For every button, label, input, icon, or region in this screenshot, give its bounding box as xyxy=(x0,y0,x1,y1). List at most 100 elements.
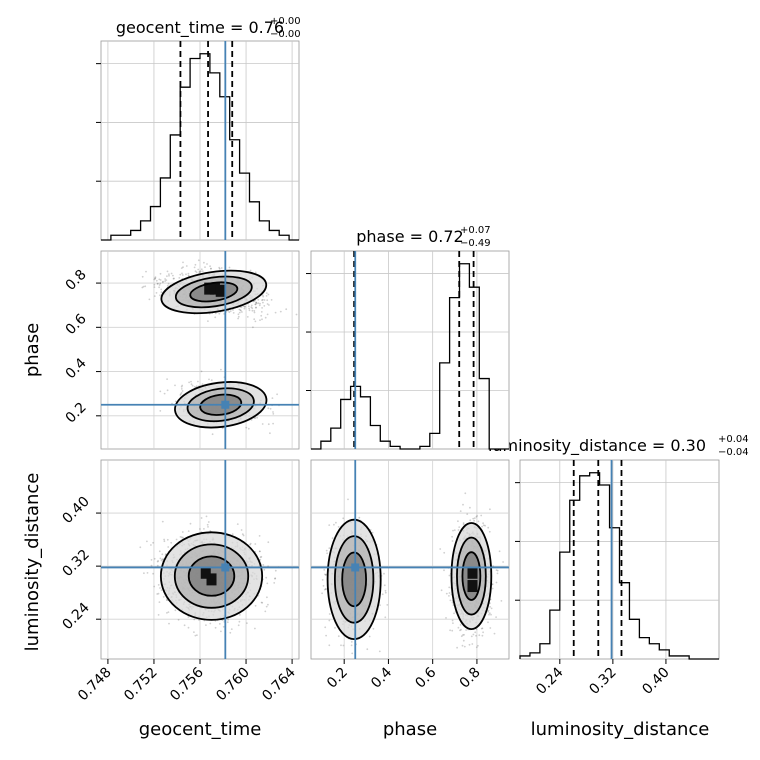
sample-point xyxy=(489,508,491,511)
sample-point xyxy=(193,631,195,633)
sample-point xyxy=(262,301,264,304)
contour-level-2 xyxy=(187,555,236,597)
sample-point xyxy=(181,274,184,276)
sample-point xyxy=(180,385,183,388)
sample-point xyxy=(262,294,264,297)
sample-point xyxy=(218,267,221,270)
sample-point xyxy=(267,423,270,426)
sample-point xyxy=(230,628,233,630)
xlabel-phase: phase xyxy=(383,719,437,740)
sample-point xyxy=(164,280,167,282)
sample-point xyxy=(489,627,492,629)
sample-point xyxy=(462,522,465,524)
sample-point xyxy=(157,592,160,595)
sample-point xyxy=(207,320,209,322)
sample-point xyxy=(159,294,161,297)
sample-point xyxy=(156,593,159,595)
sample-point xyxy=(160,288,163,291)
sample-point xyxy=(208,378,210,381)
sample-point xyxy=(440,589,443,592)
sample-point xyxy=(218,312,221,315)
sample-point xyxy=(328,524,331,526)
sample-point xyxy=(255,302,258,305)
panel-hist-geocent_time xyxy=(96,40,300,241)
sample-point xyxy=(218,623,221,625)
sample-point xyxy=(323,569,326,571)
sample-point xyxy=(150,544,152,546)
sample-point xyxy=(187,616,190,618)
contour-level-0 xyxy=(326,518,382,641)
sample-point xyxy=(155,279,158,282)
sample-point xyxy=(482,631,484,634)
sample-point xyxy=(204,266,206,268)
sample-point xyxy=(153,286,156,288)
sample-point xyxy=(333,523,335,526)
title-geocent-time-minus: −0.00 xyxy=(270,29,301,40)
density-peak xyxy=(206,573,217,586)
sample-point xyxy=(195,385,198,388)
ytick-label-phase: 0.2 xyxy=(63,399,90,426)
sample-point xyxy=(200,517,203,519)
sample-point xyxy=(220,368,222,371)
sample-point xyxy=(366,648,369,651)
sample-point xyxy=(187,626,190,629)
sample-point xyxy=(463,645,466,648)
sample-point xyxy=(159,279,162,281)
sample-point xyxy=(383,572,385,575)
sample-point xyxy=(237,317,240,320)
xtick-label-luminosity_distance: 0.24 xyxy=(533,664,566,697)
truth-marker xyxy=(351,563,360,572)
sample-point xyxy=(240,306,243,309)
sample-point xyxy=(347,498,349,501)
sample-point xyxy=(471,643,474,645)
contour-level-0 xyxy=(159,531,264,621)
sample-point xyxy=(451,535,453,538)
sample-point xyxy=(194,270,197,273)
sample-point xyxy=(193,618,196,621)
contour-level-2 xyxy=(189,281,239,303)
sample-point xyxy=(445,592,448,595)
sample-point xyxy=(500,600,503,602)
sample-point xyxy=(166,378,169,380)
sample-point xyxy=(491,587,494,590)
xlabel-geocent-time: geocent_time xyxy=(139,719,262,740)
sample-point xyxy=(340,644,342,647)
panel-2d-phase-luminosity_distance xyxy=(310,459,510,660)
sample-point xyxy=(199,270,201,273)
truth-marker xyxy=(221,563,230,572)
sample-point xyxy=(209,622,212,625)
density-peak xyxy=(204,282,215,295)
sample-point xyxy=(254,320,257,323)
sample-point xyxy=(193,385,196,388)
sample-point xyxy=(170,272,173,275)
sample-point xyxy=(160,291,163,294)
sample-point xyxy=(153,585,156,588)
sample-point xyxy=(328,619,331,622)
sample-point xyxy=(197,268,200,271)
sample-point xyxy=(178,277,181,279)
sample-point xyxy=(203,528,205,530)
sample-point xyxy=(489,606,491,608)
xtick-label-geocent_time: 0.756 xyxy=(167,664,207,704)
sample-point xyxy=(496,569,499,572)
sample-point xyxy=(181,272,183,275)
contour-level-1 xyxy=(456,536,487,616)
density-peak xyxy=(467,580,478,593)
sample-point xyxy=(285,308,288,311)
sample-point xyxy=(265,605,268,608)
sample-point xyxy=(254,303,257,306)
sample-point xyxy=(228,311,231,314)
sample-point xyxy=(162,280,164,283)
sample-point xyxy=(158,550,161,553)
sample-point xyxy=(443,569,445,572)
sample-point xyxy=(490,607,493,610)
sample-point xyxy=(142,285,145,288)
xtick-label-geocent_time: 0.764 xyxy=(259,664,299,704)
sample-point xyxy=(267,541,270,544)
xtick-label-phase: 0.8 xyxy=(457,665,484,692)
sample-point xyxy=(274,569,277,572)
sample-point xyxy=(243,305,246,308)
sample-point xyxy=(331,537,334,539)
sample-point xyxy=(337,635,340,638)
sample-point xyxy=(325,549,328,552)
